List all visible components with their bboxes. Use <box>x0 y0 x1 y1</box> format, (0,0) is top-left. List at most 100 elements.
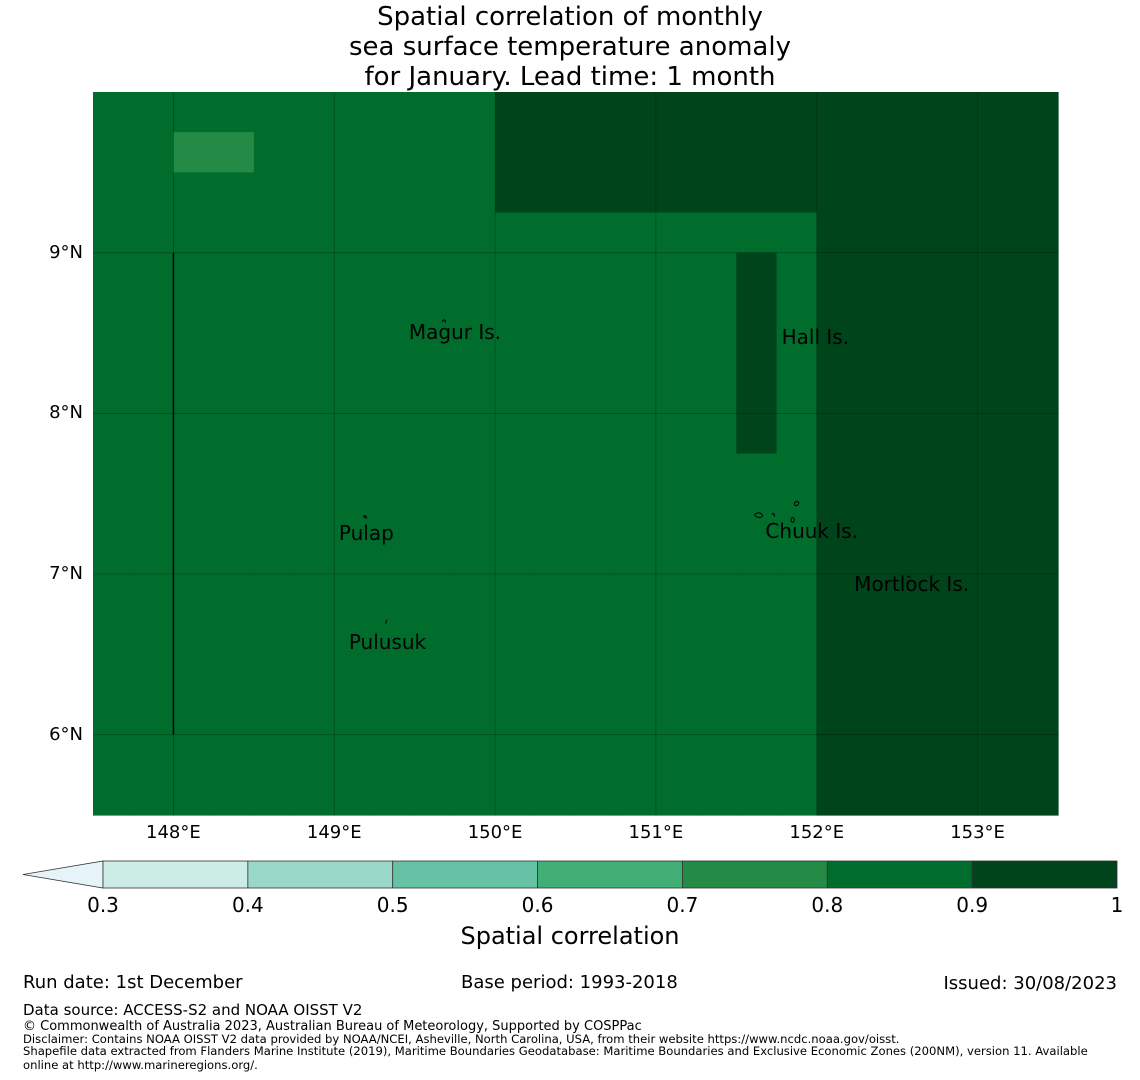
grid-cell <box>253 694 295 736</box>
grid-cell <box>334 774 376 816</box>
grid-cell <box>213 252 255 294</box>
grid-cell <box>937 292 979 334</box>
grid-cell <box>615 292 657 334</box>
island-outline <box>441 319 446 323</box>
grid-cell <box>535 734 577 776</box>
grid-cell <box>856 453 898 495</box>
lon-label: 150°E <box>467 822 523 843</box>
grid-cell <box>897 453 938 495</box>
grid-cell <box>133 92 175 133</box>
grid-cell <box>575 493 617 535</box>
grid-cell <box>213 333 255 374</box>
grid-cell <box>897 132 938 173</box>
grid-cell <box>454 533 496 575</box>
grid-cell <box>696 92 737 133</box>
grid-cell <box>816 252 858 294</box>
grid-cell <box>816 694 858 736</box>
grid-cell <box>977 574 1019 615</box>
grid-cell <box>414 252 456 294</box>
grid-cell <box>736 533 778 575</box>
grid-cell <box>977 774 1019 816</box>
grid-cell <box>173 292 215 334</box>
grid-cell <box>253 574 295 615</box>
grid-cell <box>575 413 617 455</box>
grid-cell <box>414 333 456 374</box>
grid-cell <box>454 252 496 294</box>
grid-cell <box>374 413 416 455</box>
grid-cell <box>1017 333 1059 374</box>
grid-cell <box>253 132 295 173</box>
grid-cell <box>937 654 979 696</box>
island-outline <box>790 517 795 523</box>
grid-cell <box>776 292 818 334</box>
grid-cell <box>213 734 255 776</box>
grid-cell <box>294 333 335 374</box>
grid-cell <box>897 654 938 696</box>
grid-cell <box>535 212 577 254</box>
grid-cell <box>213 574 255 615</box>
colorbar <box>22 860 1118 889</box>
grid-cell <box>655 774 697 816</box>
grid-cell <box>173 493 215 535</box>
grid-cell <box>575 654 617 696</box>
grid-cell <box>374 252 416 294</box>
grid-cell <box>1017 373 1059 414</box>
grid-cell <box>535 453 577 495</box>
grid-cell <box>856 252 898 294</box>
grid-cell <box>575 292 617 334</box>
lat-label: 7°N <box>49 563 83 584</box>
place-label-magur: Magur Is. <box>408 320 502 344</box>
grid-cell <box>977 132 1019 173</box>
grid-cell <box>977 694 1019 736</box>
grid-cell <box>575 333 617 374</box>
shapefile-credit-line-2: online at http://www.marineregions.org/. <box>23 1058 258 1072</box>
grid-cell <box>776 654 818 696</box>
grid-cell <box>736 493 778 535</box>
grid-cell <box>897 614 938 655</box>
grid-cell <box>937 132 979 173</box>
grid-cell <box>816 413 858 455</box>
grid-cell <box>454 212 496 254</box>
grid-cell <box>495 172 536 214</box>
grid-cell <box>414 172 456 214</box>
grid-cell <box>374 694 416 736</box>
grid-cell <box>374 574 416 615</box>
grid-cell <box>414 453 456 495</box>
grid-cell <box>736 453 778 495</box>
grid-cell <box>535 373 577 414</box>
run-date: Run date: 1st December <box>23 972 243 993</box>
grid-cell <box>696 574 737 615</box>
grid-cell <box>776 614 818 655</box>
grid-cell <box>133 252 175 294</box>
colorbar-extension <box>22 860 104 889</box>
grid-cell <box>414 734 456 776</box>
grid-cell <box>575 373 617 414</box>
lat-label: 9°N <box>49 241 83 263</box>
grid-cell <box>495 132 536 173</box>
island-outline <box>793 501 800 507</box>
grid-cell <box>334 252 376 294</box>
grid-cell <box>334 493 376 535</box>
grid-cell <box>615 614 657 655</box>
colorbar-block <box>826 860 973 889</box>
grid-cell <box>776 493 818 535</box>
grid-cell <box>897 774 938 816</box>
grid-cell <box>615 734 657 776</box>
grid-cell <box>1017 292 1059 334</box>
grid-cell <box>374 654 416 696</box>
graticule <box>93 92 1058 815</box>
grid-cell <box>133 373 175 414</box>
grid-cell <box>897 212 938 254</box>
grid-cell <box>615 493 657 535</box>
grid-cell <box>133 493 175 535</box>
grid-cell <box>1017 654 1059 696</box>
grid-cell <box>414 774 456 816</box>
grid-cell <box>736 292 778 334</box>
grid-cell <box>535 252 577 294</box>
grid-cell <box>173 373 215 414</box>
grid-cell <box>495 493 536 535</box>
grid-cell <box>736 212 778 254</box>
grid-cell <box>173 694 215 736</box>
grid-cell <box>454 292 496 334</box>
grid-cell <box>93 654 134 696</box>
